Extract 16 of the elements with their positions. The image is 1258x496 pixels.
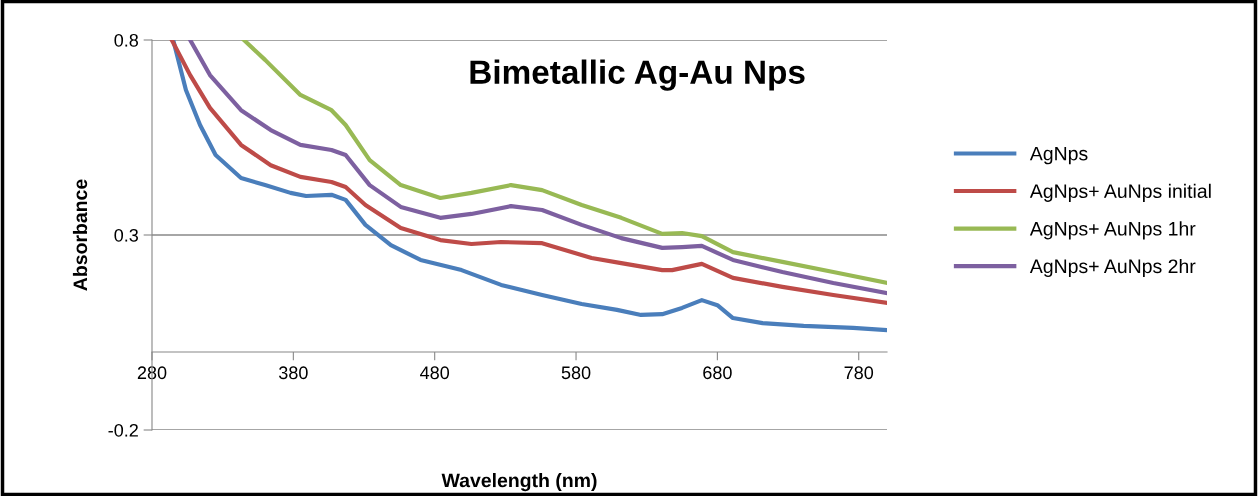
x-tick-label: 780 xyxy=(844,366,874,380)
x-tick-label: 480 xyxy=(420,366,450,380)
x-tick-label: 280 xyxy=(137,366,167,380)
legend-label: AgNps+ AuNps initial xyxy=(1029,183,1211,202)
y-tick-label: -0.2 xyxy=(108,423,138,437)
x-tick-label: 680 xyxy=(703,366,732,380)
x-tick-label: 580 xyxy=(561,366,591,380)
y-tick-label: 0.3 xyxy=(114,228,139,242)
legend-label: AgNps+ AuNps 2hr xyxy=(1029,258,1196,278)
x-axis-title: Wavelength (nm) xyxy=(441,473,597,492)
y-axis-title: Absorbance xyxy=(72,179,88,291)
legend-label: AgNps xyxy=(1029,146,1088,165)
text: Bimetallic Ag-Au Nps xyxy=(470,59,805,91)
legend-label: AgNps+ AuNps 1hr xyxy=(1029,221,1196,240)
x-tick-label: 380 xyxy=(278,366,308,380)
y-tick-label: 0.8 xyxy=(114,33,139,47)
